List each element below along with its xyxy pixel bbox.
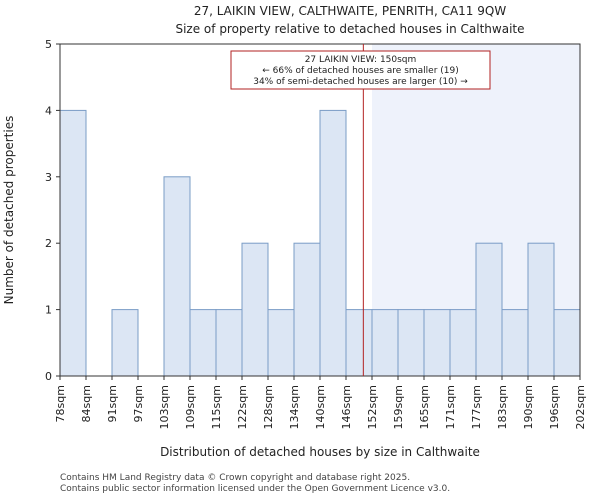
bar-91sqm	[111, 309, 139, 377]
chart-title: 27, LAIKIN VIEW, CALTHWAITE, PENRITH, CA…	[194, 4, 507, 18]
bar-140sqm	[319, 109, 347, 377]
y-tick-labels: 0 1 2 3 4 5	[45, 38, 60, 383]
bar-134sqm	[293, 242, 321, 377]
x-tick-label-165sqm: 165sqm	[418, 385, 431, 429]
y-tick-label-5: 5	[45, 38, 52, 51]
bar-171sqm	[449, 309, 477, 377]
x-tick-label-97sqm: 97sqm	[132, 385, 145, 422]
y-axis-label: Number of detached properties	[2, 116, 16, 305]
bar-196sqm	[553, 309, 581, 377]
bar-115sqm	[215, 309, 243, 377]
footer-licence: Contains public sector information licen…	[60, 484, 451, 494]
y-tick-label-1: 1	[45, 304, 52, 317]
x-tick-label-91sqm: 91sqm	[106, 385, 119, 422]
x-tick-label-140sqm: 140sqm	[314, 385, 327, 429]
y-tick-label-4: 4	[45, 104, 52, 117]
bars-group	[59, 109, 581, 377]
y-tick-label-2: 2	[45, 237, 52, 250]
x-tick-label-134sqm: 134sqm	[288, 385, 301, 429]
bar-103sqm	[163, 176, 191, 377]
bar-190sqm	[527, 242, 555, 377]
bar-109sqm	[189, 309, 217, 377]
x-axis-label: Distribution of detached houses by size …	[160, 445, 480, 459]
bar-146sqm	[345, 309, 373, 377]
bar-122sqm	[241, 242, 269, 377]
x-tick-label-122sqm: 122sqm	[236, 385, 249, 429]
bar-128sqm	[267, 309, 295, 377]
x-tick-label-146sqm: 146sqm	[340, 385, 353, 429]
footer-copyright: Contains HM Land Registry data © Crown c…	[60, 473, 411, 483]
annotation-box	[230, 50, 491, 90]
x-tick-label-115sqm: 115sqm	[210, 385, 223, 429]
marker-group: 27 LAIKIN VIEW: 150sqm← 66% of detached …	[230, 44, 491, 376]
bar-165sqm	[423, 309, 451, 377]
x-tick-label-78sqm: 78sqm	[54, 385, 67, 422]
x-tick-label-152sqm: 152sqm	[366, 385, 379, 429]
y-tick-label-3: 3	[45, 171, 52, 184]
x-tick-label-128sqm: 128sqm	[262, 385, 275, 429]
annotation-line-1: 27 LAIKIN VIEW: 150sqm	[305, 55, 417, 65]
x-tick-label-190sqm: 190sqm	[522, 385, 535, 429]
bar-152sqm	[371, 309, 399, 377]
chart-subtitle: Size of property relative to detached ho…	[175, 22, 524, 36]
bar-159sqm	[397, 309, 425, 377]
x-tick-label-202sqm: 202sqm	[574, 385, 587, 429]
x-tick-label-196sqm: 196sqm	[548, 385, 561, 429]
annotation-line-2: ← 66% of detached houses are smaller (19…	[262, 66, 459, 76]
bar-177sqm	[475, 242, 503, 377]
x-tick-label-103sqm: 103sqm	[158, 385, 171, 429]
x-tick-label-171sqm: 171sqm	[444, 385, 457, 429]
bar-78sqm	[59, 109, 87, 377]
x-tick-label-84sqm: 84sqm	[80, 385, 93, 422]
x-tick-label-109sqm: 109sqm	[184, 385, 197, 429]
x-tick-label-177sqm: 177sqm	[470, 385, 483, 429]
y-tick-label-0: 0	[45, 370, 52, 383]
x-tick-labels: 78sqm 84sqm 91sqm 97sqm 103sqm 109sqm 115sqm 12…	[54, 376, 587, 429]
annotation-line-3: 34% of semi-detached houses are larger (…	[253, 77, 468, 87]
bar-183sqm	[501, 309, 529, 377]
x-tick-label-159sqm: 159sqm	[392, 385, 405, 429]
x-tick-label-183sqm: 183sqm	[496, 385, 509, 429]
